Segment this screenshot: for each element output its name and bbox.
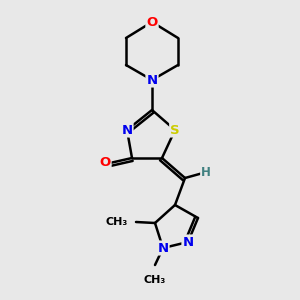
- Text: N: N: [182, 236, 194, 248]
- Text: S: S: [170, 124, 180, 136]
- Text: CH₃: CH₃: [106, 217, 128, 227]
- Text: N: N: [146, 74, 158, 86]
- Text: O: O: [99, 157, 111, 169]
- Text: N: N: [122, 124, 133, 136]
- Text: O: O: [146, 16, 158, 28]
- Text: N: N: [158, 242, 169, 254]
- Text: H: H: [201, 167, 211, 179]
- Text: CH₃: CH₃: [144, 275, 166, 285]
